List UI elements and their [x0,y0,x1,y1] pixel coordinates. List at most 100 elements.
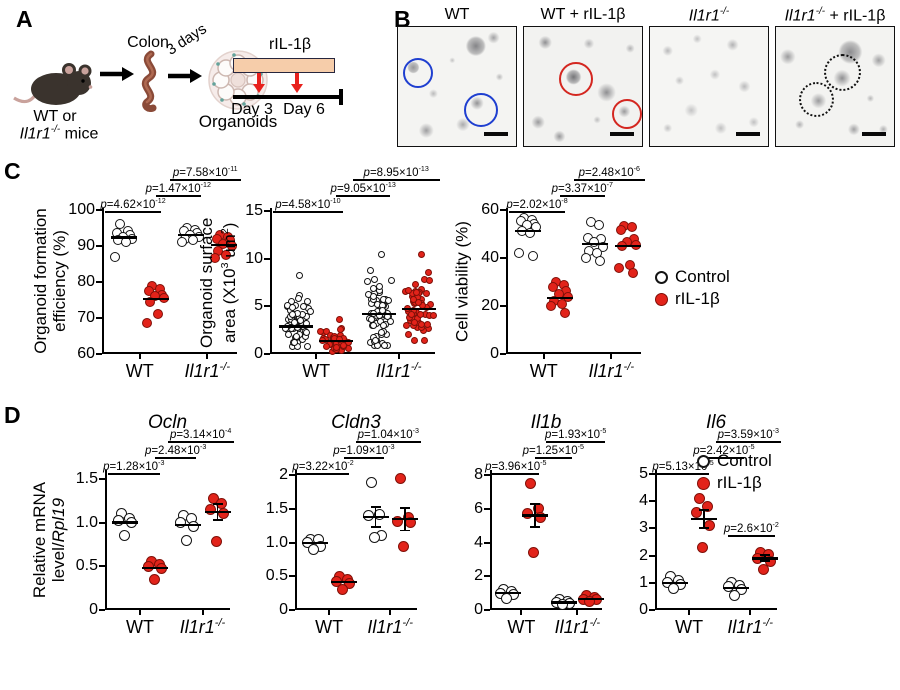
mouse-caption-line2: Il1r1-/- mice [19,124,99,143]
mean-line [112,521,138,524]
mean-line [751,557,778,560]
scatter-point-control [527,250,538,261]
scatter-point-treatment [584,596,596,608]
scatter-point-treatment [522,508,534,520]
y-tick [99,565,105,568]
y-tick [649,527,655,530]
y-tick-label: 0.5 [75,557,98,575]
x-category-label: Il1r1-/- [367,617,413,637]
scatter-point-treatment [416,310,424,318]
scatter-point-control [289,303,297,311]
chart-ocln: Ocln Relative mRNA level/Rpl19 0 0.5 1.0 1.5 WT… [27,408,237,638]
y-tick-label: 0 [474,601,483,618]
y-tick-label: 0 [254,345,263,362]
micrograph-title: WT [444,6,470,23]
x-tick [688,610,691,615]
p-value-label: p=3.37×10-7 [551,181,613,195]
timeline-line [233,95,343,99]
mean-line [690,517,717,521]
p-value-label: p=9.05×10-13 [330,181,396,195]
mean-line [319,339,353,342]
error-bar-cap [759,560,770,563]
arrow-right-icon [100,67,134,81]
micrograph-wt-ril1b [523,26,643,147]
significance-bracket [169,179,242,181]
plot-axes [295,470,417,610]
y-tick [649,473,655,476]
error-bar-cap [399,506,410,509]
y-tick [289,575,295,578]
mean-line [401,308,436,311]
p-value-label: p=1.28×10-3 [103,459,165,473]
y-tick-label: 20 [481,297,499,315]
y-tick-label: 60 [481,201,499,219]
y-tick [96,208,102,211]
x-tick [206,354,209,359]
x-tick [389,610,392,615]
scatter-point-control [380,322,388,330]
significance-bracket [343,457,385,459]
legend-label: rIL-1β [717,473,762,492]
chart-cell-viability: Cell viability (%) 0 20 40 60 WT Il1r1-/- p=2.0… [428,160,646,400]
legend-label: Control [717,451,772,470]
y-tick [96,244,102,247]
scatter-point-treatment [694,493,706,505]
scatter-point-treatment [218,508,229,520]
p-value-label: p=1.93×10-5 [544,427,607,441]
scale-bar [484,131,508,136]
scatter-point-treatment [407,310,415,318]
micrograph-il1r1ko-ril1b [775,26,895,147]
organoid-highlight-circle [403,58,433,88]
scatter-point-treatment [392,515,404,527]
x-category-label: WT [507,617,536,637]
error-bar-cap [212,518,223,521]
p-value-label: p=3.96×10-5 [485,459,547,473]
mean-line [178,233,205,237]
scatter-point-treatment [560,308,570,319]
significance-bracket [546,441,606,443]
scatter-point-treatment [211,536,222,548]
chart-title: Il6 [705,412,727,433]
panel-b-label: B [394,6,411,32]
control-dot-icon [697,454,710,468]
scatter-point-control [303,342,311,350]
p-value-label: p=7.58×10-11 [172,165,238,179]
y-tick [484,575,490,578]
chart-il1b: Il1b 0 2 4 6 8 WT Il1r1-/- p=3.96×10-5 p=1.25×10-… [450,408,610,638]
arrow-right-icon [168,69,202,83]
scatter-point-control [668,582,680,594]
significance-bracket [104,211,162,213]
p-value-label: p=1.09×10-3 [333,443,395,457]
chart-title: Ocln [147,412,188,433]
scatter-point-treatment [417,320,425,328]
y-tick-label: 4 [474,533,483,551]
scatter-point-control [303,328,311,336]
y-tick [96,353,102,355]
scatter-point-treatment [332,343,340,351]
significance-bracket [573,179,646,181]
y-tick [649,500,655,503]
y-tick [96,280,102,283]
mean-line [661,581,688,584]
p-value-label: p=5.13×10-5 [652,459,714,473]
scatter-point-treatment [426,276,434,284]
y-tick-label: 80 [77,272,95,290]
error-bar-cap [399,529,410,532]
scatter-point-treatment [613,262,624,273]
x-category-label: WT [315,617,344,637]
y-tick [484,541,490,544]
micrograph-title: Il1r1-/- + rIL-1β [784,6,886,25]
scatter-point-control [292,332,300,340]
x-tick [315,354,318,359]
y-tick-label: 40 [481,249,499,267]
panel-a-schematic: WT or Il1r1-/- mice Colon 3 days Organoi… [0,0,395,155]
scatter-point-treatment [627,267,638,278]
plot-axes [490,470,602,610]
scatter-point-treatment [418,251,425,259]
p-value-label: p=2.6×10-2 [723,521,779,536]
significance-bracket [107,473,160,475]
y-tick-label: 1.0 [265,533,288,551]
significance-bracket [156,195,201,197]
y-tick-label: 8 [474,466,483,484]
y-tick [289,609,295,611]
